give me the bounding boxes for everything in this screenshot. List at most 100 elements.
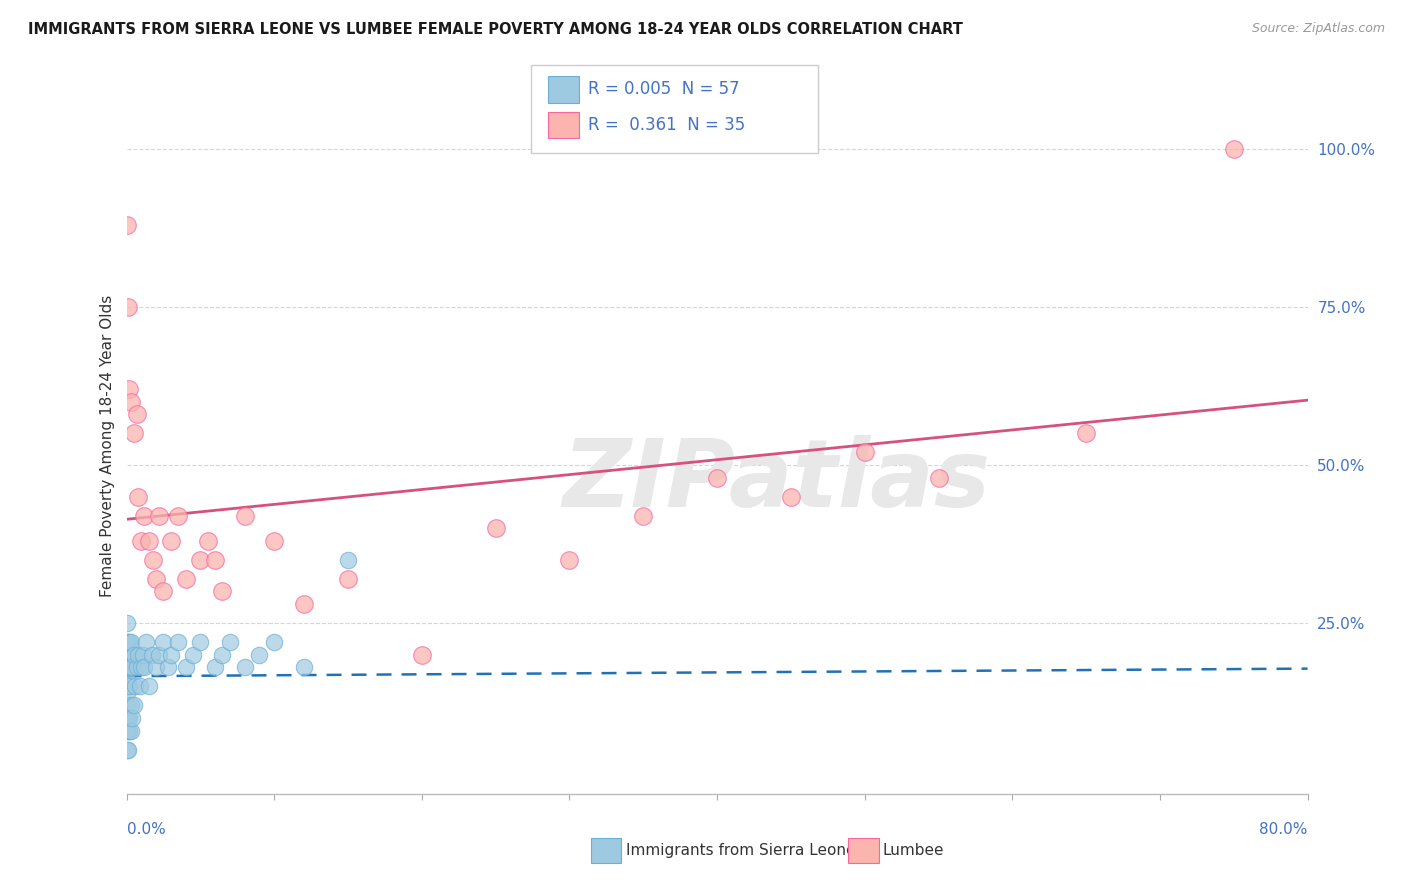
Point (135, 635, 157, 649)
Point (124, 679, 146, 693)
Point (337, 572, 360, 586)
Point (118, 723, 141, 738)
Point (188, 635, 211, 649)
Point (233, 660, 256, 674)
Point (204, 553, 226, 567)
Point (117, 679, 139, 693)
Point (121, 660, 143, 674)
Point (117, 635, 139, 649)
Point (125, 408, 148, 422)
Point (115, 673, 138, 687)
Point (129, 533, 153, 548)
Text: R =  0.361  N = 35: R = 0.361 N = 35 (588, 116, 745, 134)
Y-axis label: Female Poverty Among 18-24 Year Olds: Female Poverty Among 18-24 Year Olds (100, 295, 115, 597)
Point (125, 660, 148, 674)
Point (174, 572, 197, 586)
Point (127, 648, 149, 662)
Point (132, 648, 155, 662)
Point (117, 742, 139, 756)
Point (118, 679, 141, 693)
Text: R = 0.005  N = 57: R = 0.005 N = 57 (588, 80, 740, 98)
Point (121, 711, 143, 725)
Point (138, 679, 160, 693)
Point (129, 660, 153, 674)
Point (115, 723, 138, 738)
Point (117, 660, 139, 674)
Point (127, 490, 149, 504)
Point (167, 635, 190, 649)
Point (117, 300, 139, 314)
Point (115, 698, 138, 713)
Point (115, 218, 138, 232)
Point (219, 635, 242, 649)
Point (122, 426, 145, 441)
Point (263, 533, 285, 548)
Text: 80.0%: 80.0% (1260, 822, 1308, 837)
Point (292, 597, 315, 611)
Point (292, 660, 315, 674)
Point (122, 648, 145, 662)
Point (115, 648, 138, 662)
Point (120, 698, 142, 713)
Point (558, 553, 581, 567)
Point (247, 648, 270, 662)
Point (117, 723, 139, 738)
Text: IMMIGRANTS FROM SIERRA LEONE VS LUMBEE FEMALE POVERTY AMONG 18-24 YEAR OLDS CORR: IMMIGRANTS FROM SIERRA LEONE VS LUMBEE F… (28, 22, 963, 37)
Text: 0.0%: 0.0% (127, 822, 166, 837)
Point (122, 698, 145, 713)
Point (779, 490, 801, 504)
Point (115, 660, 138, 674)
Point (263, 635, 285, 649)
Point (152, 584, 174, 599)
Point (120, 635, 142, 649)
Point (148, 648, 170, 662)
Point (115, 742, 138, 756)
Point (152, 635, 174, 649)
Point (145, 572, 167, 586)
Point (117, 711, 139, 725)
Point (115, 686, 138, 700)
Point (181, 648, 204, 662)
Point (167, 508, 190, 523)
Point (120, 723, 142, 738)
Point (928, 470, 950, 484)
Point (204, 660, 226, 674)
Point (1076, 426, 1098, 441)
Text: Source: ZipAtlas.com: Source: ZipAtlas.com (1251, 22, 1385, 36)
Point (134, 660, 156, 674)
Point (156, 660, 179, 674)
Point (188, 553, 211, 567)
Point (211, 648, 233, 662)
Point (853, 445, 876, 459)
Point (159, 648, 183, 662)
Point (115, 635, 138, 649)
Point (118, 382, 141, 396)
Point (118, 660, 141, 674)
Point (159, 533, 183, 548)
Point (128, 679, 150, 693)
Point (115, 711, 138, 725)
Text: Immigrants from Sierra Leone: Immigrants from Sierra Leone (626, 844, 855, 858)
Point (233, 508, 256, 523)
Point (337, 553, 360, 567)
Text: ZIPatlas: ZIPatlas (562, 434, 990, 527)
Point (211, 584, 233, 599)
Point (141, 648, 163, 662)
Point (118, 711, 141, 725)
Point (174, 660, 197, 674)
Point (120, 394, 142, 409)
Text: Lumbee: Lumbee (883, 844, 945, 858)
Point (148, 508, 170, 523)
Point (117, 648, 139, 662)
Point (1222, 142, 1246, 156)
Point (115, 616, 138, 631)
Point (145, 660, 167, 674)
Point (120, 660, 142, 674)
Point (706, 470, 728, 484)
Point (142, 553, 165, 567)
Point (411, 648, 433, 662)
Point (484, 521, 508, 535)
Point (134, 508, 156, 523)
Point (138, 533, 160, 548)
Point (631, 508, 654, 523)
